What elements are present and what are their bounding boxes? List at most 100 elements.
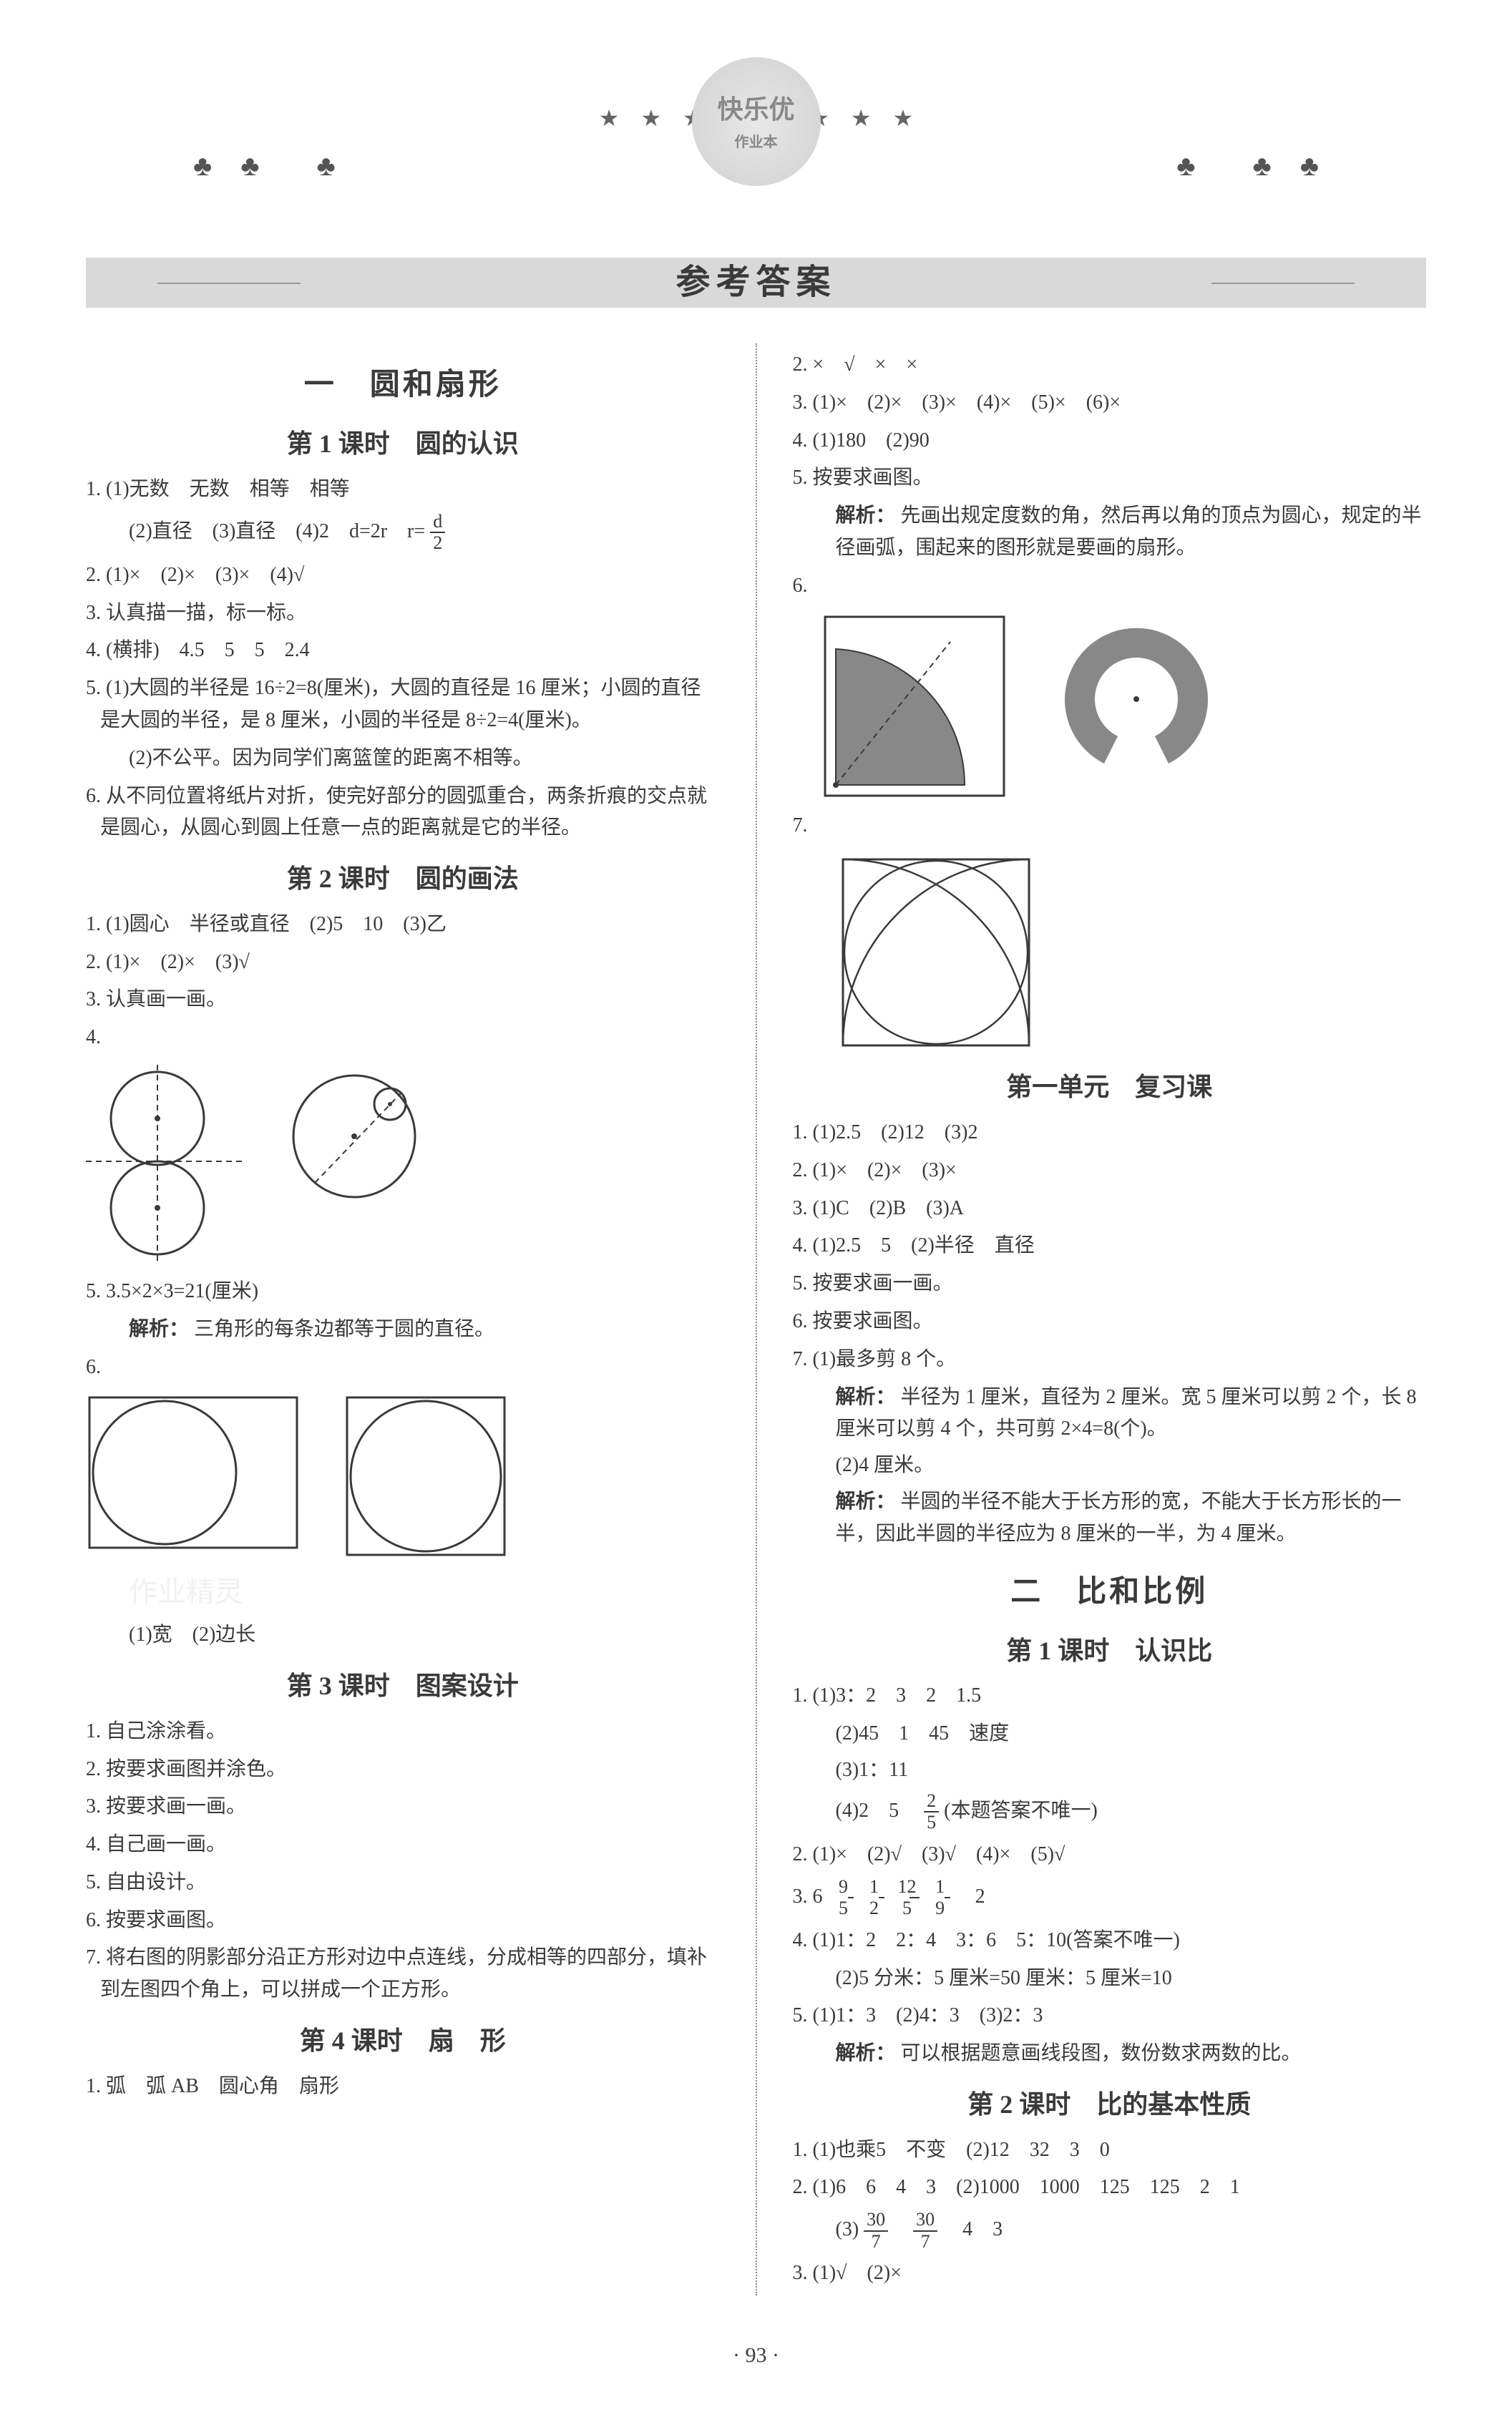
lesson-title: 第 1 课时 认识比 xyxy=(793,1631,1427,1672)
fraction: 95 xyxy=(848,1877,854,1919)
answer-item: 5. (1)1：3 (2)4：3 (3)2：3 xyxy=(793,2000,1427,2032)
text: 3. 6 xyxy=(793,1885,843,1908)
logo-circle: 快乐优 作业本 xyxy=(692,57,821,186)
answer-item: 5. 按要求画一画。 xyxy=(793,1268,1427,1300)
content-columns: 一 圆和扇形 第 1 课时 圆的认识 1. (1)无数 无数 相等 相等 (2)… xyxy=(86,343,1426,2295)
diagram-row xyxy=(86,1065,720,1265)
answer-item: 1. (1)3：2 3 2 1.5 xyxy=(793,1680,1427,1712)
diagram-labels: 作业精灵 xyxy=(86,1569,720,1615)
logo-area: ★★★ ★★★ ★★ 快乐优 作业本 xyxy=(86,57,1426,186)
lesson-title: 第 4 课时 扇 形 xyxy=(86,2021,720,2062)
fraction: 19 xyxy=(945,1877,950,1919)
text: (3) xyxy=(836,2218,859,2240)
page-header: ♣ ♣ ♣ ♣ ♣ ♣ ★★★ ★★★ ★★ 快乐优 作业本 xyxy=(86,57,1426,243)
explain-line: 解析： 可以根据题意画线段图，数份数求两数的比。 xyxy=(793,2038,1427,2070)
lesson-title: 第 2 课时 圆的画法 xyxy=(86,859,720,900)
watermark-text: 作业精灵 xyxy=(129,1576,243,1608)
explain-label: 解析： xyxy=(836,1490,896,1513)
text: (本题答案不唯一) xyxy=(944,1800,1098,1822)
explain-line: 解析： 半径为 1 厘米，直径为 2 厘米。宽 5 厘米可以剪 2 个，长 8 … xyxy=(793,1382,1427,1446)
text: (2)直径 (3)直径 (4)2 d=2r r= xyxy=(129,520,425,542)
answer-item: 3. (1)× (2)× (3)× (4)× (5)× (6)× xyxy=(793,387,1427,419)
answer-item: 4. (横排) 4.5 5 5 2.4 xyxy=(86,635,720,667)
rect-circle-square-diagram xyxy=(343,1394,508,1558)
answer-item: 5. 3.5×2×3=21(厘米) xyxy=(86,1276,720,1308)
answer-item: 5. 按要求画图。 xyxy=(793,462,1427,494)
answer-subitem: (3)1：11 xyxy=(793,1755,1427,1787)
explain-line: 解析： 三角形的每条边都等于圆的直径。 xyxy=(86,1314,720,1346)
answer-item: 2. (1)× (2)× (3)× xyxy=(793,1155,1427,1187)
review-title: 第一单元 复习课 xyxy=(793,1067,1427,1108)
answer-item: 4. (1)180 (2)90 xyxy=(793,425,1427,457)
diagram-row xyxy=(821,613,1427,799)
answer-item: 1. 弧 弧 AB 圆心角 扇形 xyxy=(86,2071,720,2103)
answer-item: 4. 自己画一画。 xyxy=(86,1829,720,1861)
answer-item: 6. 从不同位置将纸片对折，使完好部分的圆弧重合，两条折痕的交点就是圆心，从圆心… xyxy=(86,781,720,845)
diagram-row xyxy=(86,1394,720,1558)
answer-item: 3. 6 95 12 125 19 2 xyxy=(793,1877,1427,1919)
answer-item: 1. (1)无数 无数 相等 相等 xyxy=(86,474,720,506)
explain-label: 解析： xyxy=(836,1386,896,1408)
answer-subitem: (2)直径 (3)直径 (4)2 d=2r r= d 2 xyxy=(86,512,720,554)
answer-item: 6. xyxy=(793,570,1427,602)
answer-item: 3. (1)√ (2)× xyxy=(793,2258,1427,2290)
answer-item: 2. × √ × × xyxy=(793,349,1427,381)
answer-subitem: (2)不公平。因为同学们离篮筐的距离不相等。 xyxy=(86,743,720,775)
explain-line: 解析： 先画出规定度数的角，然后再以角的顶点为圆心，规定的半径画弧，围起来的图形… xyxy=(793,500,1427,565)
text: 2 xyxy=(955,1885,985,1908)
square-arcs-diagram xyxy=(836,852,1036,1053)
answer-item: 3. 认真描一描，标一标。 xyxy=(86,597,720,630)
answer-item: 6. xyxy=(86,1352,720,1384)
answer-item: 4. (1)1：2 2：4 3：6 5：10(答案不唯一) xyxy=(793,1925,1427,1957)
right-column: 2. × √ × × 3. (1)× (2)× (3)× (4)× (5)× (… xyxy=(793,343,1427,2295)
answer-item: 2. (1)× (2)× (3)× (4)√ xyxy=(86,560,720,592)
chapter-title: 二 比和比例 xyxy=(793,1568,1427,1616)
explain-text: 先画出规定度数的角，然后再以角的顶点为圆心，规定的半径画弧，围起来的图形就是要画… xyxy=(836,504,1422,559)
diagram xyxy=(836,852,1427,1053)
answer-item: 1. (1)圆心 半径或直径 (2)5 10 (3)乙 xyxy=(86,909,720,941)
lesson-title: 第 1 课时 圆的认识 xyxy=(86,424,720,465)
answer-subitem: (4)2 5 2 5 (本题答案不唯一) xyxy=(793,1791,1427,1833)
answer-item: 7. xyxy=(793,810,1427,842)
page-number: · 93 · xyxy=(86,2338,1426,2373)
answer-item: 4. (1)2.5 5 (2)半径 直径 xyxy=(793,1230,1427,1262)
explain-label: 解析： xyxy=(129,1318,189,1340)
fraction: 307 xyxy=(913,2210,937,2252)
fraction: 307 xyxy=(864,2210,888,2252)
text: 4 3 xyxy=(942,2218,1003,2240)
title-band: 参考答案 xyxy=(86,258,1426,308)
explain-label: 解析： xyxy=(836,504,896,527)
lesson-title: 第 3 课时 图案设计 xyxy=(86,1666,720,1707)
answer-item: 4. xyxy=(86,1022,720,1054)
column-divider xyxy=(756,343,757,2295)
answer-item: 2. 按要求画图并涂色。 xyxy=(86,1754,720,1786)
diagram-labels: (1)宽 (2)边长 xyxy=(86,1619,720,1651)
fraction: d 2 xyxy=(430,512,445,554)
fraction: 12 xyxy=(879,1877,884,1919)
circle-with-small-diagram xyxy=(286,1065,429,1208)
left-column: 一 圆和扇形 第 1 课时 圆的认识 1. (1)无数 无数 相等 相等 (2)… xyxy=(86,343,720,2295)
answer-subitem: (2)4 厘米。 xyxy=(793,1450,1427,1482)
answer-item: 5. 自由设计。 xyxy=(86,1867,720,1899)
answer-item: 7. 将右图的阴影部分沿正方形对边中点连线，分成相等的四部分，填补到左图四个角上… xyxy=(86,1942,720,2006)
answer-subitem: (2)5 分米：5 厘米=50 厘米：5 厘米=10 xyxy=(793,1963,1427,1995)
explain-text: 半径为 1 厘米，直径为 2 厘米。宽 5 厘米可以剪 2 个，长 8 厘米可以… xyxy=(836,1386,1417,1440)
answer-item: 3. (1)C (2)B (3)A xyxy=(793,1193,1427,1225)
answer-item: 7. (1)最多剪 8 个。 xyxy=(793,1344,1427,1376)
explain-label: 解析： xyxy=(836,2042,896,2064)
answer-item: 2. (1)6 6 4 3 (2)1000 1000 125 125 2 1 xyxy=(793,2172,1427,2204)
explain-line: 解析： 半圆的半径不能大于长方形的宽，不能大于长方形长的一半，因此半圆的半径应为… xyxy=(793,1486,1427,1551)
main-title: 参考答案 xyxy=(675,255,836,311)
answer-item: 3. 认真画一画。 xyxy=(86,984,720,1016)
sector-diagram xyxy=(821,613,1008,799)
lesson-title: 第 2 课时 比的基本性质 xyxy=(793,2084,1427,2126)
logo-subtitle: 作业本 xyxy=(717,131,794,154)
explain-text: 可以根据题意画线段图，数份数求两数的比。 xyxy=(901,2042,1302,2064)
fraction: 125 xyxy=(909,1877,920,1919)
answer-item: 2. (1)× (2)√ (3)√ (4)× (5)√ xyxy=(793,1839,1427,1871)
answer-item: 3. 按要求画一画。 xyxy=(86,1791,720,1823)
ring-gap-diagram xyxy=(1050,613,1222,785)
two-circles-diagram xyxy=(86,1065,243,1265)
answer-item: 1. 自己涂涂看。 xyxy=(86,1716,720,1748)
answer-subitem: (3) 307 307 4 3 xyxy=(793,2210,1427,2252)
